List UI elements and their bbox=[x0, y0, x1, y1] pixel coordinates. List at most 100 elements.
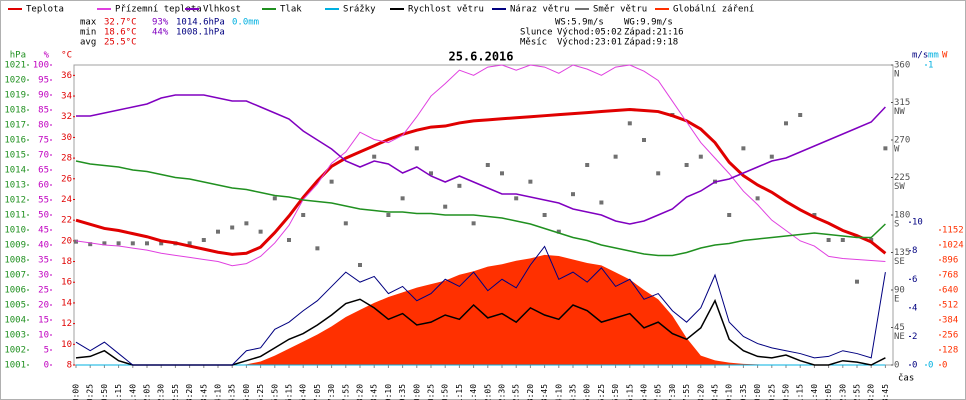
y-tick-label: 2 bbox=[912, 332, 917, 342]
y-tick-label: 95 bbox=[38, 76, 49, 86]
direction-point bbox=[230, 225, 235, 230]
legend-label: Vlhkost bbox=[203, 5, 241, 15]
y-tick-label: 1024 bbox=[942, 241, 964, 251]
y-tick-label: 36 bbox=[61, 71, 72, 81]
y-tick-label: 5 bbox=[44, 346, 49, 356]
direction-point bbox=[784, 121, 788, 126]
y-tick-label: 34 bbox=[61, 92, 72, 102]
stat: Východ:23:01 bbox=[557, 38, 622, 48]
direction-point bbox=[571, 192, 575, 197]
x-tick-label: 01:15 bbox=[114, 384, 123, 400]
direction-point bbox=[514, 196, 519, 201]
direction-point bbox=[812, 213, 817, 217]
y-tick-label: 14 bbox=[61, 298, 72, 308]
stat: Slunce bbox=[520, 28, 553, 38]
y-tick-label: 640 bbox=[942, 286, 958, 296]
y-tick-label: 10 bbox=[912, 218, 923, 228]
direction-point bbox=[272, 196, 277, 201]
direction-point bbox=[457, 183, 462, 188]
y-tick-label: 100 bbox=[33, 61, 49, 71]
x-tick-label: 21:15 bbox=[796, 384, 805, 400]
legend-label: Srážky bbox=[343, 5, 376, 15]
y-tick-label: 270 bbox=[894, 136, 910, 146]
direction-point bbox=[116, 241, 121, 246]
y-tick-label: 45 bbox=[38, 226, 49, 236]
x-tick-label: 06:40 bbox=[299, 384, 308, 400]
y-tick-label: 75 bbox=[38, 136, 49, 146]
x-tick-label: 10:00 bbox=[412, 384, 421, 400]
x-tick-label: 09:10 bbox=[384, 384, 393, 400]
y-tick-label: 0 bbox=[912, 361, 917, 371]
x-tick-label: 21:40 bbox=[810, 384, 819, 400]
x-tick-label: 07:55 bbox=[341, 384, 350, 400]
direction-point bbox=[386, 213, 391, 217]
legend-label: Přízemní teplota bbox=[115, 5, 202, 15]
y-tick-label: 1014 bbox=[4, 166, 26, 176]
y-tick-label: 32 bbox=[61, 112, 72, 122]
y-tick-label: 20 bbox=[61, 236, 72, 246]
direction-name: S bbox=[894, 220, 899, 230]
direction-point bbox=[130, 241, 135, 246]
stat: 0.0mm bbox=[232, 18, 259, 28]
y-tick-label: 225 bbox=[894, 173, 910, 183]
direction-point bbox=[159, 241, 164, 246]
y-tick-label: 90 bbox=[894, 286, 905, 296]
x-tick-label: 19:35 bbox=[739, 384, 748, 400]
axis-unit: hPa bbox=[10, 51, 26, 61]
direction-name: N bbox=[894, 70, 899, 80]
x-tick-label: 20:25 bbox=[767, 384, 776, 400]
series-line bbox=[75, 107, 887, 256]
stat: 93% bbox=[152, 18, 169, 28]
y-tick-label: 1004 bbox=[4, 316, 26, 326]
y-tick-label: 1019 bbox=[4, 91, 26, 101]
y-tick-label: 512 bbox=[942, 301, 958, 311]
direction-point bbox=[244, 221, 249, 226]
x-tick-label: 17:55 bbox=[682, 384, 691, 400]
y-tick-label: 8 bbox=[67, 361, 72, 371]
direction-point bbox=[343, 221, 348, 226]
y-tick-label: 25 bbox=[38, 286, 49, 296]
x-tick-label: 10:25 bbox=[427, 384, 436, 400]
y-tick-label: 1009 bbox=[4, 241, 26, 251]
direction-point bbox=[329, 179, 334, 184]
direction-point bbox=[769, 154, 774, 159]
direction-point bbox=[102, 241, 107, 246]
stat: max bbox=[80, 18, 97, 28]
x-tick-label: 18:20 bbox=[696, 384, 705, 400]
direction-point bbox=[429, 171, 433, 176]
y-tick-label: 360 bbox=[894, 61, 910, 71]
direction-name: SW bbox=[894, 182, 905, 192]
stat: 44% bbox=[152, 28, 169, 38]
x-tick-label: 03:20 bbox=[185, 384, 194, 400]
y-tick-label: 1015 bbox=[4, 151, 26, 161]
y-tick-label: 135 bbox=[894, 248, 910, 258]
axis-unit: mm bbox=[928, 51, 939, 61]
y-tick-label: 45 bbox=[894, 323, 905, 333]
legend-label: Teplota bbox=[26, 5, 64, 15]
x-axis-label: čas bbox=[898, 373, 914, 384]
direction-point bbox=[855, 279, 859, 284]
stat: avg bbox=[80, 38, 96, 48]
direction-point bbox=[187, 241, 192, 246]
x-tick-label: 06:15 bbox=[285, 384, 294, 400]
direction-point bbox=[88, 242, 93, 247]
y-tick-label: 0 bbox=[942, 361, 947, 371]
x-tick-label: 00:25 bbox=[86, 384, 95, 400]
stat: Západ:21:16 bbox=[624, 28, 684, 38]
x-tick-label: 02:55 bbox=[171, 384, 180, 400]
y-tick-label: 30 bbox=[38, 271, 49, 281]
x-tick-label: 14:10 bbox=[554, 384, 563, 400]
y-tick-label: 0 bbox=[44, 361, 49, 371]
y-tick-label: 20 bbox=[38, 301, 49, 311]
y-tick-label: 12 bbox=[61, 319, 72, 329]
y-tick-label: 128 bbox=[942, 346, 958, 356]
x-tick-label: 11:15 bbox=[455, 384, 464, 400]
y-tick-label: 1006 bbox=[4, 286, 26, 296]
direction-point bbox=[613, 154, 618, 159]
stat: 1014.6hPa bbox=[176, 18, 225, 28]
direction-point bbox=[642, 138, 646, 142]
direction-point bbox=[883, 146, 888, 151]
y-tick-label: 40 bbox=[38, 241, 49, 251]
x-tick-label: 22:05 bbox=[824, 384, 833, 400]
